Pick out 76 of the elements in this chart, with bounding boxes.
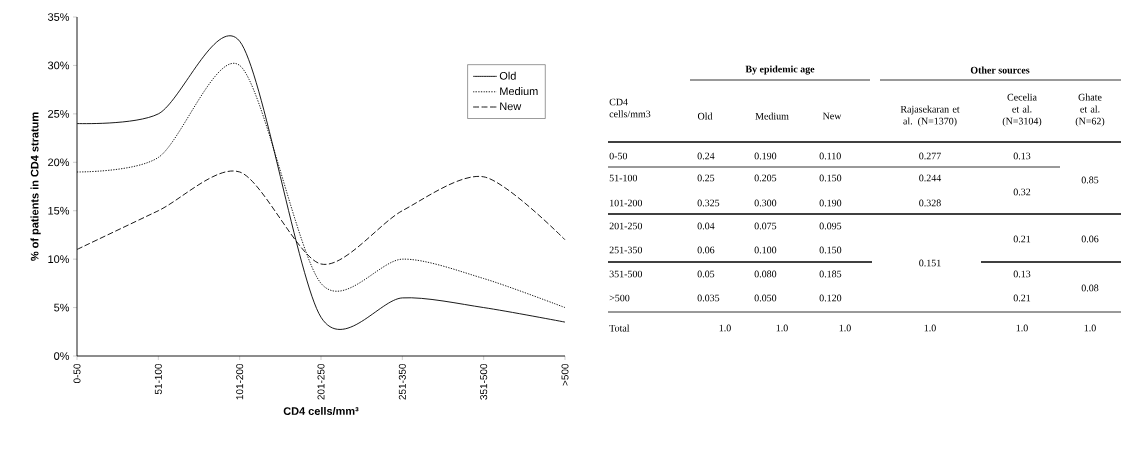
text: 0.13 (1013, 270, 1031, 278)
text: 101-200 (610, 199, 643, 207)
text: 0.277 (919, 152, 941, 160)
text: 0.110 (819, 152, 841, 160)
text: 0.075 (754, 222, 777, 230)
text: 0.190 (754, 152, 777, 160)
text: 351-500 (609, 270, 643, 278)
text: 0.04 (697, 222, 715, 230)
text: 0-50 (609, 152, 628, 160)
text: 251-350 (609, 246, 643, 254)
text: Rajasekaran et al. (N=1370) (900, 105, 960, 127)
text: 0.08 (1081, 284, 1099, 292)
text: 0.06 (1081, 235, 1099, 243)
text: 0.05 (697, 270, 715, 278)
y-axis-title: % of patients in CD4 stratum (30, 112, 41, 261)
x-tick-label: >500 (561, 363, 569, 386)
y-tick-label: 20% (48, 158, 70, 167)
text: Medium (755, 112, 789, 120)
x-tick-label: 351-500 (480, 363, 488, 400)
text: New (822, 112, 842, 120)
text: 0.85 (1081, 176, 1099, 184)
y-tick-label: 35% (47, 13, 70, 21)
x-tick-label: 51-100 (154, 363, 162, 395)
y-tick-label: 0% (54, 352, 70, 360)
text: 0.150 (819, 174, 842, 182)
x-tick-label: 101-200 (236, 363, 244, 400)
text: 1.0 (924, 324, 936, 332)
text: 51-100 (609, 174, 638, 182)
text: Total (609, 324, 630, 332)
legend-label: Medium (500, 87, 538, 96)
text: 0.325 (697, 199, 720, 207)
text: 0.21 (1013, 235, 1031, 243)
text: 0.13 (1013, 152, 1031, 160)
text: By epidemic age (745, 65, 815, 75)
x-axis-title: CD4 cells/mm³ (283, 406, 359, 416)
text: Old (697, 112, 713, 120)
x-tick-label: 251-350 (398, 363, 406, 400)
text: CD4 cells/mm3 (609, 98, 651, 118)
text: 0.050 (754, 294, 777, 302)
text: 0.095 (819, 222, 842, 230)
text: 1.0 (776, 324, 788, 332)
y-tick-label: 30% (47, 61, 70, 70)
y-tick-label: 10% (48, 255, 70, 264)
x-tick-label: 0-50 (73, 363, 81, 384)
legend-label: Old (499, 71, 516, 80)
text: 201-250 (609, 222, 643, 230)
text: 1.0 (719, 324, 731, 332)
text: 0.328 (919, 199, 941, 207)
text: Cecelia et al. (N=3104) (1002, 93, 1042, 127)
text: 0.244 (919, 174, 942, 182)
text: 0.205 (754, 174, 777, 182)
text: 0.25 (697, 174, 715, 182)
y-tick-label: 25% (48, 109, 70, 118)
text: 1.0 (839, 324, 851, 332)
text: 0.151 (919, 259, 941, 267)
text: 1.0 (1084, 324, 1096, 332)
text: 0.300 (754, 199, 777, 207)
text: 0.100 (754, 246, 777, 254)
y-tick-label: 15% (48, 206, 70, 215)
text: >500 (609, 294, 630, 302)
text: Other sources (970, 66, 1030, 74)
text: 0.120 (819, 294, 842, 302)
y-tick-label: 5% (54, 303, 70, 312)
text: 0.035 (697, 294, 720, 302)
text: 1.0 (1016, 324, 1028, 332)
text: 0.190 (819, 199, 842, 207)
text: 0.185 (819, 270, 842, 278)
text: 0.24 (697, 152, 715, 160)
text: Ghate et al. (N=62) (1075, 93, 1105, 127)
text: 0.06 (697, 246, 715, 254)
text: 0.21 (1013, 294, 1031, 302)
legend-label: New (500, 102, 522, 111)
text: 0.32 (1013, 188, 1031, 196)
x-tick-label: 201-250 (317, 363, 325, 400)
text: 0.150 (819, 246, 842, 254)
text: 0.080 (754, 270, 777, 278)
